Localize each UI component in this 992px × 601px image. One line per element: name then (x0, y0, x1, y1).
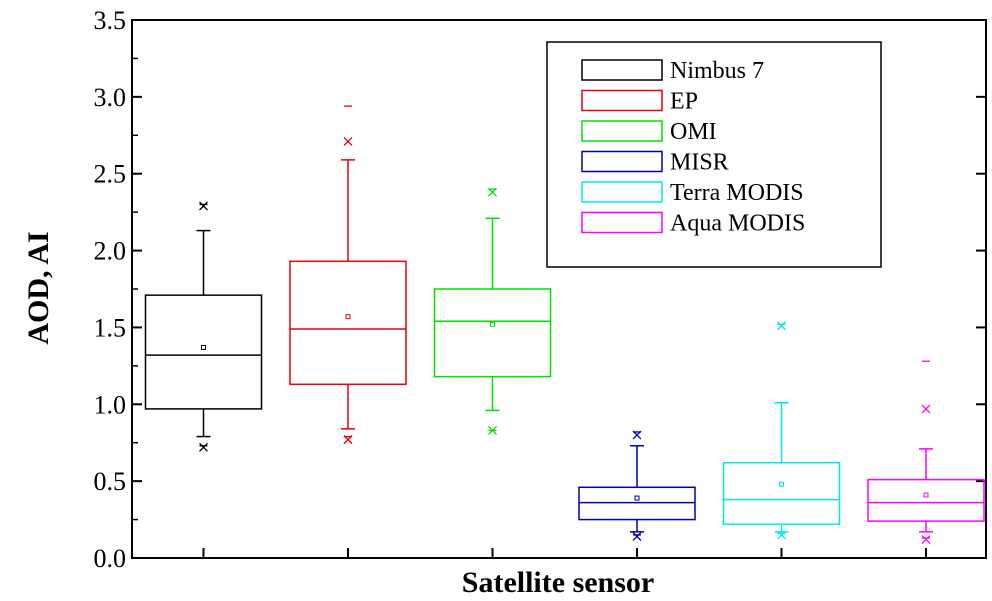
p99-marker (199, 201, 208, 211)
y-axis-title: AOD, AI (22, 231, 55, 344)
legend-item: MISR (581, 150, 729, 176)
x-axis (202, 548, 927, 558)
legend-items: Nimbus 7 EP OMI MISR Terra MODIS Aqua MODIS (581, 58, 805, 237)
y-tick-label: 3.0 (94, 83, 127, 112)
legend-item: Nimbus 7 (581, 58, 764, 84)
y-tick-label: 3.5 (94, 6, 127, 35)
iqr-box (867, 478, 985, 522)
legend-label: Aqua MODIS (670, 211, 805, 237)
x-axis-title: Satellite sensor (462, 566, 654, 599)
p1-marker (632, 532, 642, 541)
box-series-group (144, 105, 985, 545)
legend-swatch (581, 89, 663, 112)
iqr-box (722, 461, 841, 525)
iqr-box (578, 486, 696, 521)
mean-marker (345, 314, 351, 320)
p99-marker (343, 136, 353, 146)
box-aqua-modis (867, 360, 985, 545)
legend-item: Aqua MODIS (581, 211, 805, 237)
p1-marker (921, 535, 931, 545)
mean-marker (634, 495, 640, 501)
y-tick-label: 2.0 (94, 237, 127, 266)
legend-swatch (581, 150, 663, 173)
legend-swatch (581, 120, 663, 142)
y-tick-label: 1.0 (94, 390, 127, 419)
box-misr (578, 430, 696, 541)
p1-marker (199, 442, 208, 452)
y-axis: 0.0 0.5 1.0 1.5 2.0 2.5 3.0 3.5 (94, 6, 986, 573)
y-tick-label: 0.0 (94, 544, 127, 573)
legend: Nimbus 7 EP OMI MISR Terra MODIS Aqua MODIS (546, 41, 882, 268)
box-omi (433, 187, 552, 435)
legend-label: EP (670, 89, 698, 115)
iqr-box (433, 288, 552, 378)
mean-marker (490, 321, 495, 327)
legend-swatch (581, 181, 663, 203)
box-terra-modis (722, 321, 841, 540)
legend-swatch (581, 211, 663, 234)
legend-label: OMI (670, 119, 717, 145)
legend-item: OMI (581, 119, 717, 145)
y-tick-label: 1.5 (94, 313, 127, 342)
legend-swatch (581, 59, 663, 81)
p99-marker (777, 321, 786, 331)
iqr-box (289, 260, 407, 386)
plot-frame (131, 19, 987, 559)
legend-label: Nimbus 7 (670, 58, 764, 84)
mean-marker (779, 481, 784, 487)
iqr-box (144, 294, 263, 410)
mean-marker (923, 492, 929, 498)
y-tick-label: 0.5 (94, 467, 127, 496)
box-ep (289, 105, 407, 445)
legend-item: EP (581, 89, 698, 115)
p1-marker (777, 530, 786, 540)
legend-label: MISR (670, 150, 729, 176)
y-tick-label: 2.5 (94, 160, 127, 189)
box-nimbus-7 (144, 201, 263, 452)
legend-frame (546, 41, 882, 268)
p99-marker (921, 404, 931, 414)
mean-marker (201, 344, 206, 350)
legend-label: Terra MODIS (670, 180, 804, 206)
legend-item: Terra MODIS (581, 180, 804, 206)
